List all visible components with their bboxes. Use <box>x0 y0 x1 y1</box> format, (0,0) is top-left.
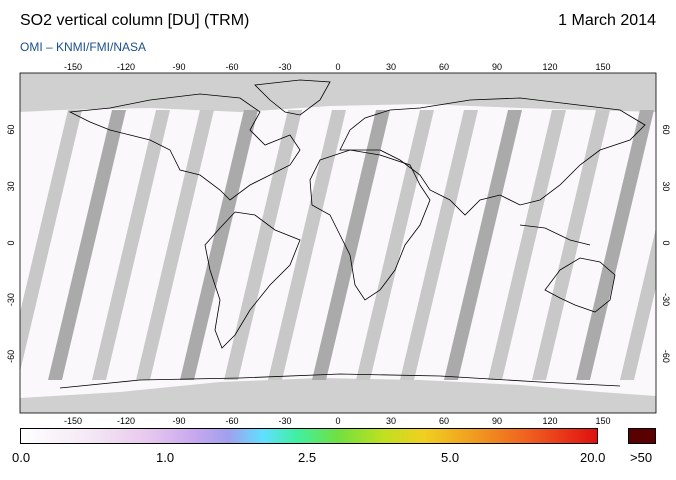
orbit-gap-swath <box>20 110 82 372</box>
lat-tick-right-2: 0 <box>661 240 671 245</box>
lat-tick-left-2: 0 <box>6 240 16 245</box>
colorbar-label-0: 0.0 <box>12 450 31 465</box>
antarctic-nodata-area <box>20 378 656 413</box>
orbit-gap-swath <box>532 110 610 380</box>
lon-tick-bottom-5: 0 <box>335 416 340 426</box>
arctic-nodata-area <box>20 73 656 112</box>
colorbar-label-1: 1.0 <box>156 450 175 465</box>
lon-tick-top-8: 90 <box>492 62 502 72</box>
colorbar-label-2: 2.5 <box>298 450 317 465</box>
orbit-gap-swath <box>180 110 258 380</box>
orbit-gap-swath <box>312 110 390 380</box>
lon-tick-bottom-0: -150 <box>64 416 82 426</box>
colorbar-label-4: 20.0 <box>580 450 606 465</box>
eurasia-coast <box>339 97 646 216</box>
data-source-label: OMI – KNMI/FMI/NASA <box>20 40 147 54</box>
lat-tick-right-3: -30 <box>661 293 671 306</box>
lon-tick-bottom-1: -120 <box>117 416 135 426</box>
map-date: 1 March 2014 <box>558 12 656 29</box>
lon-tick-top-7: 60 <box>439 62 449 72</box>
lon-tick-bottom-7: 60 <box>439 416 449 426</box>
orbit-gap-swath <box>136 110 214 380</box>
orbit-gap-swath <box>620 228 656 380</box>
lon-tick-bottom-10: 150 <box>595 416 610 426</box>
map-frame <box>19 72 657 414</box>
coastlines <box>59 79 646 389</box>
colorbar-label-5: >50 <box>630 450 653 465</box>
orbit-gap-swath <box>268 110 346 380</box>
lon-tick-bottom-9: 120 <box>542 416 557 426</box>
lat-tick-left-4: -60 <box>6 350 16 363</box>
lat-tick-left-1: 30 <box>6 181 16 191</box>
lat-tick-left-0: 60 <box>6 125 16 135</box>
so2-color-scale <box>20 428 598 444</box>
orbit-gap-swath <box>488 110 566 380</box>
orbit-gap-swath <box>48 110 126 380</box>
orbit-gap-swath <box>444 110 522 380</box>
latitude-ticks-left: 60 30 0 -30 -60 <box>6 125 16 363</box>
lon-tick-top-5: 0 <box>335 62 340 72</box>
greenland-coast <box>254 79 331 116</box>
lon-tick-bottom-2: -90 <box>172 416 185 426</box>
lat-tick-right-0: 60 <box>661 125 671 135</box>
orbit-gap-swath <box>356 110 434 380</box>
lon-tick-top-1: -120 <box>117 62 135 72</box>
lon-tick-bottom-3: -60 <box>225 416 238 426</box>
australia-coast <box>544 257 616 313</box>
lon-tick-top-6: 30 <box>386 62 396 72</box>
lon-tick-top-3: -60 <box>225 62 238 72</box>
lon-tick-bottom-4: -30 <box>278 416 291 426</box>
lat-tick-right-4: -60 <box>661 350 671 363</box>
orbit-gap-swath <box>576 110 654 380</box>
longitude-ticks-bottom: -150 -120 -90 -60 -30 0 30 60 90 120 150 <box>64 416 611 426</box>
orbit-gap-swath <box>92 110 170 380</box>
antarctica-coast <box>59 373 621 389</box>
orbit-gap-swath <box>224 110 302 380</box>
lon-tick-bottom-6: 30 <box>386 416 396 426</box>
orbit-gap-swath <box>400 110 478 380</box>
lon-tick-top-0: -150 <box>64 62 82 72</box>
orbit-gap-swaths <box>20 110 656 380</box>
lon-tick-top-9: 120 <box>542 62 557 72</box>
lon-tick-bottom-8: 90 <box>492 416 502 426</box>
lat-tick-right-1: 30 <box>661 181 671 191</box>
longitude-ticks-top: -150 -120 -90 -60 -30 0 30 60 90 120 150 <box>64 62 611 72</box>
lat-tick-left-3: -30 <box>6 293 16 306</box>
colorbar-label-3: 5.0 <box>441 450 460 465</box>
map-title: SO2 vertical column [DU] (TRM) <box>20 12 250 29</box>
north-america-coast <box>68 93 301 201</box>
indonesia-coast <box>519 224 591 246</box>
lon-tick-top-10: 150 <box>595 62 610 72</box>
over-range-swatch <box>628 428 656 444</box>
lon-tick-top-4: -30 <box>278 62 291 72</box>
lon-tick-top-2: -90 <box>172 62 185 72</box>
south-america-coast <box>204 211 301 349</box>
latitude-ticks-right: 60 30 0 -30 -60 <box>661 125 671 363</box>
